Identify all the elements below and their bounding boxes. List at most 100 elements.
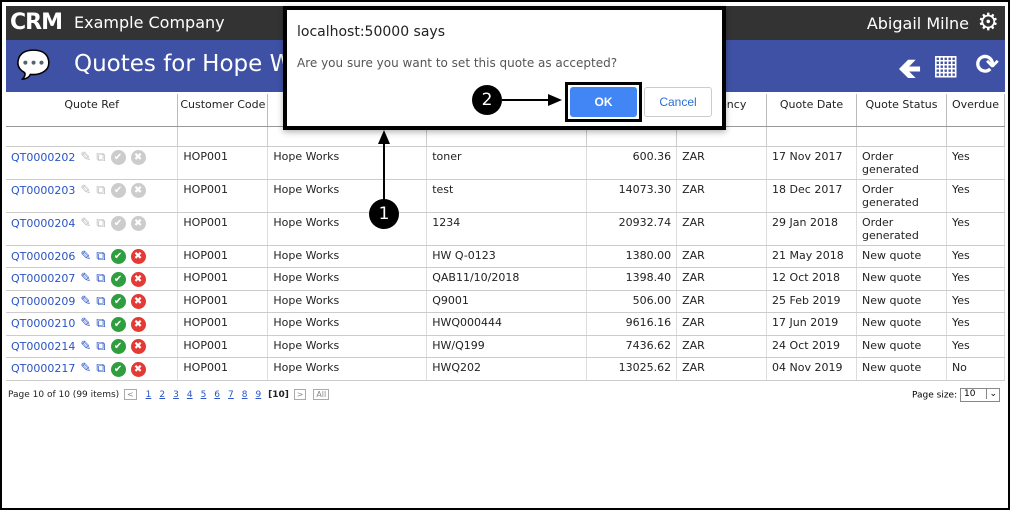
gear-icon[interactable]: ⚙ [977, 8, 999, 36]
page-size-select[interactable]: 10 ⌄ [960, 388, 1000, 402]
copy-icon: ⧉ [96, 182, 106, 198]
copy-icon[interactable]: ⧉ [96, 271, 106, 286]
accept-check-icon: ✔ [110, 150, 126, 165]
accept-check-icon: ✔ [110, 183, 126, 198]
overdue: No [946, 357, 1006, 381]
accept-check-icon[interactable]: ✔ [110, 294, 126, 309]
copy-icon: ⧉ [96, 149, 106, 165]
customer-name: Hope Works [267, 290, 428, 313]
description: HWQ000444 [426, 312, 588, 336]
user-name[interactable]: Abigail Milne [866, 14, 969, 33]
currency: ZAR [676, 357, 768, 381]
reject-x-icon: ✖ [130, 183, 146, 198]
customer-code: HOP001 [177, 179, 269, 213]
quote-ref-link[interactable]: QT0000204 [11, 216, 76, 230]
edit-pencil-icon[interactable]: ✎ [80, 361, 92, 376]
amount: 14073.30 [586, 179, 678, 213]
customer-code: HOP001 [177, 357, 269, 381]
currency: ZAR [676, 335, 768, 358]
quote-status: New quote [856, 267, 947, 291]
description: Q9001 [426, 290, 588, 313]
quote-date: 18 Dec 2017 [766, 179, 857, 213]
quote-status: New quote [856, 290, 947, 313]
table-row: QT0000217 ✎ ⧉ ✔ ✖ HOP001 Hope Works HWQ202 1… [6, 357, 1006, 381]
filter-row [6, 126, 1006, 147]
column-header[interactable]: Quote Ref [6, 94, 179, 127]
confirm-dialog: localhost:50000 says Are you sure you wa… [283, 6, 726, 130]
quote-date: 04 Nov 2019 [766, 357, 857, 381]
column-header[interactable]: Quote Date [766, 94, 857, 127]
page-link[interactable]: 3 [173, 390, 179, 400]
reject-x-icon[interactable]: ✖ [130, 249, 146, 264]
edit-pencil-icon: ✎ [80, 149, 92, 165]
page-link[interactable]: 2 [159, 390, 166, 400]
page-size: Page size: 10 ⌄ [912, 388, 1000, 402]
edit-pencil-icon[interactable]: ✎ [80, 271, 92, 286]
edit-pencil-icon[interactable]: ✎ [80, 338, 92, 354]
copy-icon[interactable]: ⧉ [96, 361, 106, 376]
reject-x-icon[interactable]: ✖ [130, 294, 146, 309]
customer-code: HOP001 [177, 146, 269, 180]
description: 1234 [426, 212, 588, 246]
description: toner [426, 146, 588, 180]
quote-status: New quote [856, 335, 947, 358]
quote-ref-link[interactable]: QT0000207 [11, 272, 76, 285]
quote-ref-link[interactable]: QT0000206 [11, 249, 76, 263]
chat-bubbles-icon: 💬 [16, 48, 51, 81]
reject-x-icon[interactable]: ✖ [130, 361, 146, 377]
cancel-button[interactable]: Cancel [644, 87, 712, 117]
prev-page-button[interactable]: < [124, 389, 137, 400]
copy-icon[interactable]: ⧉ [96, 293, 106, 309]
quote-ref-link[interactable]: QT0000214 [11, 339, 76, 353]
reject-x-icon[interactable]: ✖ [130, 339, 146, 354]
quote-date: 17 Nov 2017 [766, 146, 857, 180]
accept-check-icon[interactable]: ✔ [110, 339, 126, 354]
amount: 20932.74 [586, 212, 678, 246]
refresh-icon[interactable]: ⟳ [975, 48, 999, 81]
table-row: QT0000202 ✎ ⧉ ✔ ✖ HOP001 Hope Works toner 60… [6, 146, 1006, 180]
amount: 1380.00 [586, 245, 678, 268]
currency: ZAR [676, 146, 768, 180]
copy-icon[interactable]: ⧉ [96, 248, 106, 264]
quote-ref-link[interactable]: QT0000210 [11, 317, 76, 330]
page-link[interactable]: 7 [228, 390, 234, 400]
edit-pencil-icon[interactable]: ✎ [80, 248, 92, 264]
quote-date: 24 Oct 2019 [766, 335, 857, 358]
quote-ref-link[interactable]: QT0000209 [11, 294, 76, 308]
ok-button[interactable]: OK [570, 87, 637, 117]
amount: 600.36 [586, 146, 678, 180]
copy-icon[interactable]: ⧉ [96, 338, 106, 354]
description: HWQ202 [426, 357, 588, 381]
column-header[interactable]: Customer Code [177, 94, 269, 127]
page-link[interactable]: 9 [255, 390, 262, 400]
edit-pencil-icon[interactable]: ✎ [80, 293, 92, 309]
quote-ref-link[interactable]: QT0000217 [11, 362, 76, 375]
accept-check-icon[interactable]: ✔ [110, 271, 126, 287]
accept-check-icon[interactable]: ✔ [110, 316, 126, 332]
edit-pencil-icon[interactable]: ✎ [80, 316, 92, 331]
all-pages-button[interactable]: All [313, 389, 330, 400]
page-link[interactable]: 6 [214, 390, 221, 400]
customer-code: HOP001 [177, 290, 269, 313]
quote-ref-link[interactable]: QT0000203 [11, 183, 76, 197]
building-icon[interactable]: ▦ [932, 48, 959, 81]
column-header[interactable]: Quote Status [856, 94, 947, 127]
reject-x-icon[interactable]: ✖ [130, 316, 146, 332]
page-link[interactable]: 8 [241, 390, 248, 400]
accept-check-icon[interactable]: ✔ [110, 249, 126, 264]
callout-badge-1: 1 [369, 199, 399, 229]
page-link[interactable]: 5 [200, 390, 207, 400]
reject-x-icon[interactable]: ✖ [130, 271, 146, 287]
overdue: Yes [946, 290, 1006, 313]
quote-ref-link[interactable]: QT0000202 [11, 150, 76, 164]
overdue: Yes [946, 335, 1006, 358]
column-header[interactable]: Overdue [946, 94, 1006, 127]
accept-check-icon[interactable]: ✔ [110, 361, 126, 377]
amount: 9616.16 [586, 312, 678, 336]
customer-name: Hope Works [267, 335, 428, 358]
copy-icon[interactable]: ⧉ [96, 316, 106, 331]
next-page-button[interactable]: > [293, 389, 307, 400]
back-arrow-icon[interactable]: 🡸 [898, 52, 921, 85]
page-link[interactable]: 4 [186, 390, 193, 400]
page-link[interactable]: 1 [145, 390, 152, 400]
